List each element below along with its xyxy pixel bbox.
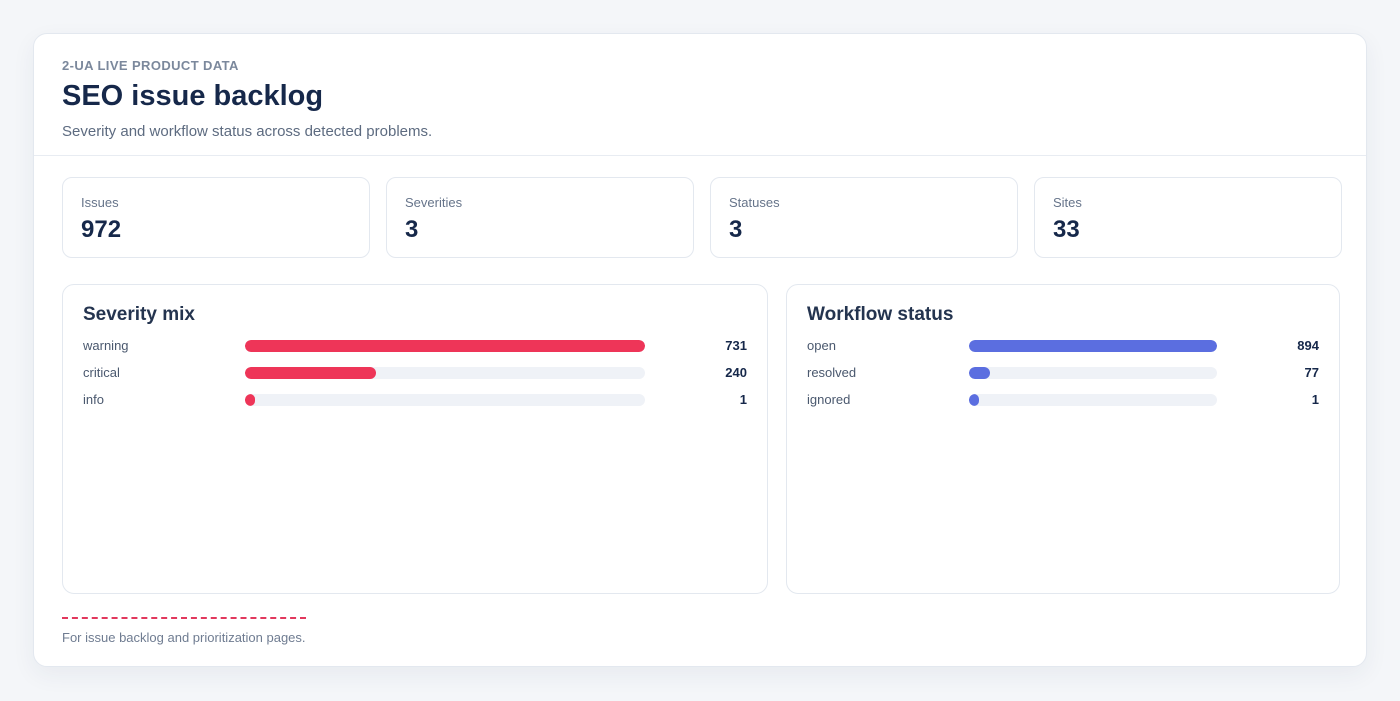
page-title: SEO issue backlog: [62, 80, 324, 112]
bar-label: resolved: [807, 365, 857, 380]
bar-track: [969, 366, 1217, 379]
stat-value: 3: [729, 216, 743, 243]
bar-value: 731: [725, 338, 747, 353]
severity-bar-list: warning 731 critical 240 info 1: [83, 332, 747, 413]
bar-label: open: [807, 338, 836, 353]
stat-label: Severities: [405, 195, 463, 210]
footer-accent-line: [62, 617, 306, 619]
bar-value: 1: [1311, 392, 1319, 407]
bar-label: ignored: [807, 392, 851, 407]
bar-fill: [245, 393, 255, 406]
dashboard-card: 2-UA LIVE PRODUCT DATA SEO issue backlog…: [33, 33, 1367, 667]
stat-severities: Severities 3: [386, 177, 694, 258]
bar-fill: [969, 366, 991, 379]
bar-fill: [245, 366, 377, 379]
bar-fill: [969, 393, 979, 406]
bar-track: [245, 339, 645, 352]
stat-value: 3: [405, 216, 419, 243]
page-subtitle: Severity and workflow status across dete…: [62, 123, 433, 140]
bar-track: [969, 339, 1217, 352]
stats-row: Issues 972 Severities 3 Statuses 3 Sites…: [62, 177, 1342, 258]
bar-fill: [969, 339, 1217, 352]
severity-mix-panel: Severity mix warning 731 critical 240 in…: [62, 284, 768, 594]
bar-value: 77: [1304, 365, 1319, 380]
stat-statuses: Statuses 3: [710, 177, 1018, 258]
eyebrow: 2-UA LIVE PRODUCT DATA: [62, 58, 239, 73]
stat-value: 33: [1053, 216, 1080, 243]
stat-sites: Sites 33: [1034, 177, 1342, 258]
header: 2-UA LIVE PRODUCT DATA SEO issue backlog…: [34, 34, 1366, 156]
footer-note: For issue backlog and prioritization pag…: [62, 630, 306, 645]
panel-title: Severity mix: [83, 304, 195, 325]
bar-label: warning: [83, 338, 129, 353]
stat-label: Issues: [81, 195, 119, 210]
bar-row-resolved: resolved 77: [807, 359, 1319, 386]
stat-value: 972: [81, 216, 122, 243]
bar-value: 240: [725, 365, 747, 380]
workflow-bar-list: open 894 resolved 77 ignored 1: [807, 332, 1319, 413]
bar-fill: [245, 339, 645, 352]
bar-track: [245, 393, 645, 406]
bar-value: 1: [739, 392, 747, 407]
bar-label: info: [83, 392, 104, 407]
stat-issues: Issues 972: [62, 177, 370, 258]
bar-track: [969, 393, 1217, 406]
bar-row-critical: critical 240: [83, 359, 747, 386]
bar-label: critical: [83, 365, 120, 380]
bar-row-open: open 894: [807, 332, 1319, 359]
stat-label: Statuses: [729, 195, 780, 210]
bar-row-warning: warning 731: [83, 332, 747, 359]
stat-label: Sites: [1053, 195, 1082, 210]
workflow-status-panel: Workflow status open 894 resolved 77 ign…: [786, 284, 1340, 594]
bar-row-ignored: ignored 1: [807, 386, 1319, 413]
bar-value: 894: [1297, 338, 1319, 353]
panel-title: Workflow status: [807, 304, 954, 325]
bar-row-info: info 1: [83, 386, 747, 413]
bar-track: [245, 366, 645, 379]
